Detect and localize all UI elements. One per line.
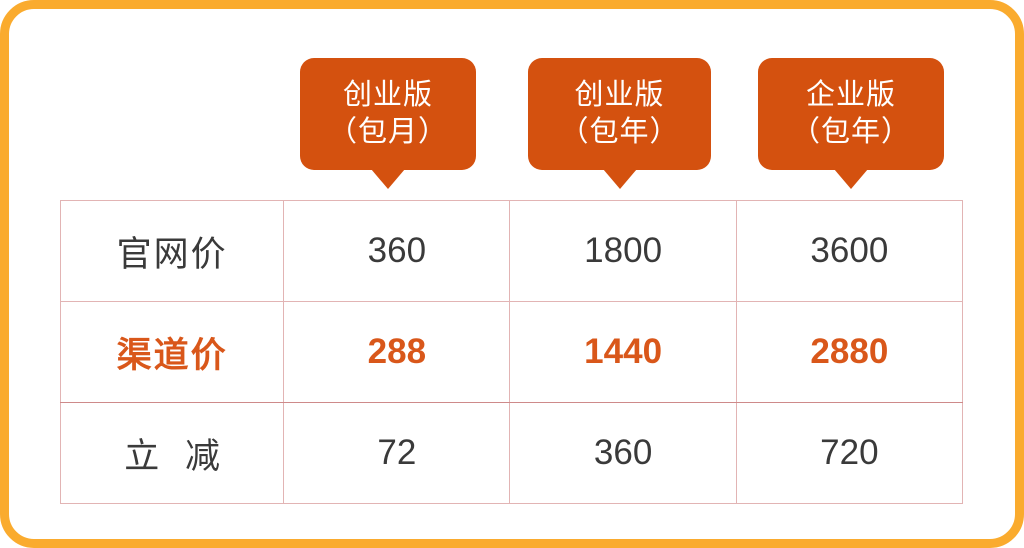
badge-pointer-icon [602,169,637,189]
row-label-discount: 立 减 [59,402,285,504]
cell-official-startup-monthly: 360 [283,200,511,302]
cell-official-enterprise-yearly: 3600 [735,200,964,302]
cell-discount-startup-monthly: 72 [283,402,511,504]
table-row: 立 减 72 360 720 [59,402,964,504]
cell-official-startup-yearly: 1800 [509,200,737,302]
cell-channel-startup-yearly: 1440 [509,301,737,403]
plan-badge-startup-monthly[interactable]: 创业版 （包月） [300,58,476,189]
plan-badge-title: 企业版 [805,78,896,111]
row-label-official-price: 官网价 [59,200,285,302]
price-comparison-table: 官网价 360 1800 3600 渠道价 288 1440 2880 立 减 … [59,200,964,504]
cell-channel-startup-monthly: 288 [283,301,511,403]
badge-pointer-icon [834,169,868,189]
table-row: 渠道价 288 1440 2880 [59,301,964,403]
plan-badges: 创业版 （包月） 创业版 （包年） 企业版 （包年） [0,0,1024,200]
cell-discount-startup-yearly: 360 [509,402,737,504]
plan-badge-subtitle: （包月） [327,116,448,148]
badge-pointer-icon [371,169,405,189]
cell-channel-enterprise-yearly: 2880 [735,301,964,403]
cell-discount-enterprise-yearly: 720 [735,402,964,504]
plan-badge-title: 创业版 [574,78,665,111]
plan-badge-enterprise-yearly[interactable]: 企业版 （包年） [758,58,944,189]
table-row: 官网价 360 1800 3600 [59,200,964,302]
plan-badge-title: 创业版 [342,78,433,111]
plan-badge-subtitle: （包年） [790,116,911,148]
plan-badge-subtitle: （包年） [559,116,680,148]
row-label-channel-price: 渠道价 [59,301,285,403]
plan-badge-startup-yearly[interactable]: 创业版 （包年） [528,58,711,189]
